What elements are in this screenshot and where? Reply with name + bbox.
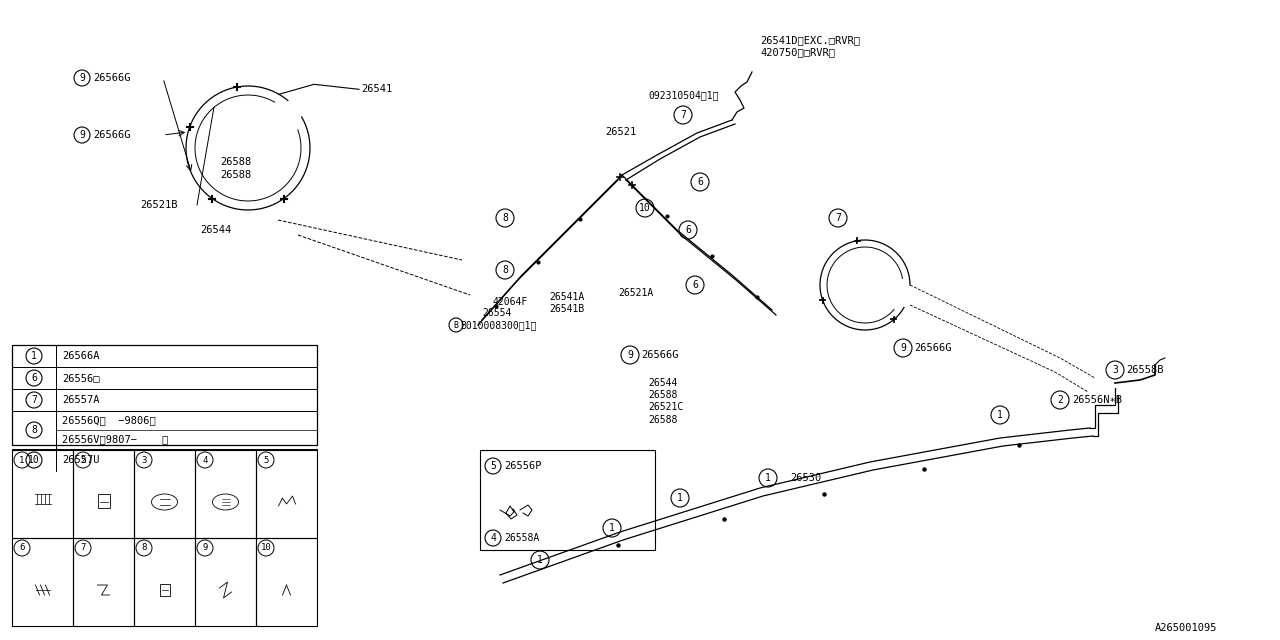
Text: 26558A: 26558A	[504, 533, 539, 543]
Bar	[97, 494, 110, 508]
Text: 26556□: 26556□	[61, 373, 100, 383]
Text: 26521: 26521	[605, 127, 636, 137]
Text: 26588: 26588	[648, 415, 677, 425]
Bar	[195, 450, 256, 538]
Text: 9: 9	[900, 343, 906, 353]
Text: 26556V（9807−    ）: 26556V（9807− ）	[61, 435, 168, 445]
Bar	[12, 450, 73, 538]
Text: 26521C: 26521C	[648, 402, 684, 412]
Text: 9: 9	[202, 543, 207, 552]
Text: B010008300（1）: B010008300（1）	[460, 320, 536, 330]
Bar	[256, 538, 317, 626]
Bar	[12, 345, 317, 445]
Text: 6: 6	[19, 543, 24, 552]
Text: 42064F: 42064F	[492, 297, 527, 307]
Bar	[256, 450, 317, 538]
Text: 092310504（1）: 092310504（1）	[648, 90, 718, 100]
Text: 26541B: 26541B	[549, 304, 584, 314]
Bar	[73, 538, 134, 626]
Text: 420750＜□RVR＞: 420750＜□RVR＞	[760, 47, 835, 57]
Text: 26566G: 26566G	[641, 350, 678, 360]
Text: 5: 5	[490, 461, 495, 471]
Text: 26521B: 26521B	[140, 200, 178, 210]
Text: 26554: 26554	[483, 308, 512, 318]
Text: 1: 1	[765, 473, 771, 483]
Text: 10: 10	[28, 455, 40, 465]
Text: 1: 1	[609, 523, 614, 533]
Text: 26566A: 26566A	[61, 351, 100, 361]
Text: 26557A: 26557A	[61, 395, 100, 405]
Text: 26541A: 26541A	[549, 292, 584, 302]
Text: 10: 10	[639, 203, 650, 213]
Text: 3: 3	[141, 456, 147, 465]
Bar	[480, 450, 655, 550]
Text: 26566G: 26566G	[914, 343, 951, 353]
Text: 26556N∗B: 26556N∗B	[1073, 395, 1123, 405]
Bar	[73, 450, 134, 538]
Text: 26541D＜EXC.□RVR＞: 26541D＜EXC.□RVR＞	[760, 35, 860, 45]
Text: 7: 7	[81, 543, 86, 552]
Text: 6: 6	[692, 280, 698, 290]
Text: 26557U: 26557U	[61, 455, 100, 465]
Text: 7: 7	[680, 110, 686, 120]
Text: 7: 7	[835, 213, 841, 223]
Text: 26566G: 26566G	[93, 130, 131, 140]
Text: 26544: 26544	[200, 225, 232, 235]
Text: 1: 1	[997, 410, 1004, 420]
Text: 5: 5	[264, 456, 269, 465]
Text: 1: 1	[538, 555, 543, 565]
Text: 9: 9	[79, 130, 84, 140]
Text: 2: 2	[81, 456, 86, 465]
Text: B: B	[453, 321, 458, 330]
Text: 7: 7	[31, 395, 37, 405]
Text: 26588: 26588	[220, 157, 251, 167]
Text: 26556Q（  −9806）: 26556Q（ −9806）	[61, 415, 156, 426]
Text: 8: 8	[502, 213, 508, 223]
Text: 26556P: 26556P	[504, 461, 541, 471]
Text: 3: 3	[1112, 365, 1117, 375]
Text: 26544: 26544	[648, 378, 677, 388]
Text: 26588: 26588	[220, 170, 251, 180]
Text: 1: 1	[677, 493, 684, 503]
Text: 1: 1	[31, 351, 37, 361]
Text: 6: 6	[31, 373, 37, 383]
Text: 26521A: 26521A	[618, 288, 653, 298]
Text: 4: 4	[490, 533, 495, 543]
Text: 1: 1	[19, 456, 24, 465]
Text: 26588: 26588	[648, 390, 677, 400]
Bar	[134, 538, 195, 626]
Bar	[160, 584, 169, 596]
Text: 8: 8	[141, 543, 147, 552]
Text: 9: 9	[79, 73, 84, 83]
Text: 9: 9	[627, 350, 632, 360]
Text: A265001095: A265001095	[1155, 623, 1217, 633]
Bar	[12, 538, 73, 626]
Text: 2: 2	[1057, 395, 1062, 405]
Text: 26541: 26541	[361, 84, 392, 94]
Text: 26558B: 26558B	[1126, 365, 1164, 375]
Text: 6: 6	[685, 225, 691, 235]
Text: 8: 8	[502, 265, 508, 275]
Text: 26530: 26530	[790, 473, 822, 483]
Text: 10: 10	[261, 543, 271, 552]
Text: 6: 6	[698, 177, 703, 187]
Bar	[195, 538, 256, 626]
Text: 26566G: 26566G	[93, 73, 131, 83]
Bar	[134, 450, 195, 538]
Text: 4: 4	[202, 456, 207, 465]
Text: 8: 8	[31, 425, 37, 435]
